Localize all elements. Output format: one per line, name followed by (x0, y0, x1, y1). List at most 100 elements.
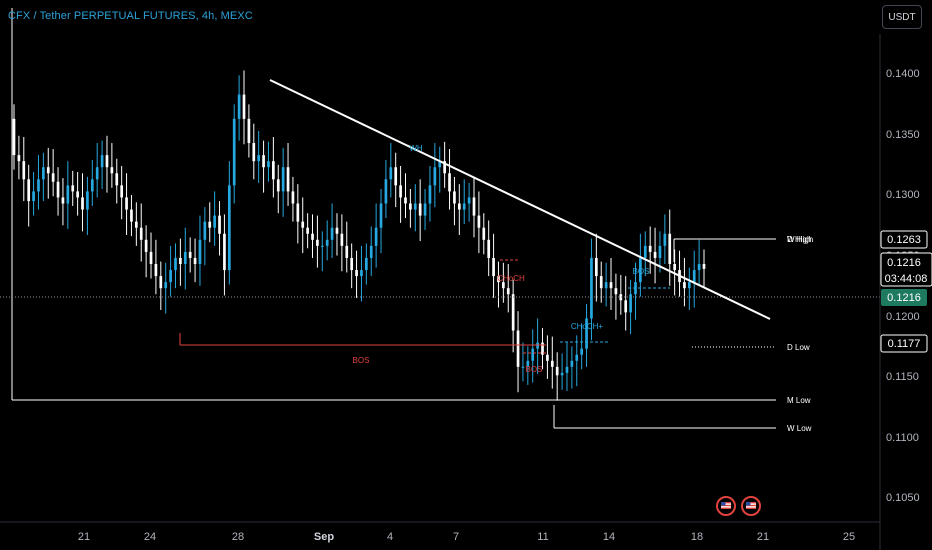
candle-down (355, 270, 358, 277)
candle-down (350, 257, 354, 271)
candle-up (379, 203, 383, 228)
candle-down (22, 161, 26, 180)
economic-event-icon[interactable] (741, 496, 761, 516)
candle-down (12, 118, 16, 156)
symbol-title[interactable]: CFX / Tether PERPETUAL FUTURES, 4h, MEXC (8, 10, 253, 22)
structure-label-wh: WH (409, 144, 423, 153)
candle-up (438, 161, 442, 168)
candle-up (100, 155, 104, 168)
time-scale[interactable]: 21 24 28 Sep 4 7 11 14 18 21 25 (78, 531, 855, 543)
candle-down (624, 300, 628, 313)
x-tick-label: Sep (314, 531, 334, 543)
candle-up (692, 270, 696, 283)
economic-event-icon[interactable] (716, 496, 736, 516)
structure-label-choch: CHoCH (497, 274, 525, 283)
y-tick-label: 0.1200 (886, 311, 920, 323)
candle-down (208, 221, 212, 228)
candles-layer (12, 70, 706, 401)
candle-down (506, 288, 510, 295)
structure-label-chochplus: CHoCH+ (571, 322, 604, 331)
structure-label-bos-2: BOS (526, 365, 543, 374)
candle-up (374, 227, 378, 246)
candle-down (179, 257, 182, 264)
y-tick-label: 0.1350 (886, 129, 920, 141)
candle-down (448, 173, 451, 192)
candle-up (570, 360, 574, 367)
candle-up (590, 257, 593, 319)
x-tick-label: 21 (78, 531, 90, 543)
candle-down (594, 257, 598, 277)
candle-down (262, 155, 265, 168)
candle-up (66, 185, 70, 204)
candle-down (252, 143, 256, 162)
x-tick-label: 4 (387, 531, 393, 543)
candle-down (120, 185, 124, 198)
level-label-w-high: W High (787, 235, 813, 244)
candle-down (472, 197, 476, 216)
candle-up (389, 167, 393, 180)
badge-last-price-box (880, 252, 932, 287)
candle-up (580, 348, 584, 355)
candle-down (46, 167, 50, 174)
x-tick-label: 24 (144, 531, 156, 543)
badge-current-price (881, 289, 927, 306)
x-tick-label: 18 (691, 531, 703, 543)
candle-down (301, 221, 305, 228)
candle-down (311, 233, 314, 240)
y-tick-label: 0.1100 (886, 432, 919, 444)
candle-up (687, 282, 691, 289)
structure-label-bos-1: BOS (353, 356, 370, 365)
badge-w-high-text: 0.1263 (887, 234, 921, 246)
x-tick-label: 14 (603, 531, 615, 543)
candle-down (418, 203, 422, 216)
candle-down (134, 221, 138, 228)
candle-up (585, 318, 588, 349)
candle-down (497, 276, 500, 283)
candle-up (37, 179, 40, 192)
candle-down (404, 197, 407, 204)
price-scale[interactable]: 0.1400 0.1350 0.1300 0.1250 0.1200 0.115… (880, 68, 932, 504)
candle-down (17, 155, 21, 162)
candle-down (487, 239, 491, 258)
candle-down (306, 227, 309, 234)
candle-up (213, 215, 216, 228)
candle-down (409, 203, 412, 210)
candle-up (267, 161, 270, 168)
candle-down (27, 179, 31, 202)
descending-trendline[interactable] (269, 79, 771, 320)
candle-up (560, 372, 564, 376)
candle-up (575, 354, 579, 361)
candle-up (433, 167, 437, 186)
candle-up (369, 245, 373, 258)
candle-down (61, 197, 65, 204)
level-label-d-high: D High (787, 235, 811, 244)
candle-down (516, 330, 520, 367)
candle-up (232, 118, 236, 186)
candle-down (399, 185, 402, 198)
candle-down (443, 161, 446, 174)
x-tick-label: 7 (453, 531, 459, 543)
candle-up (467, 197, 471, 204)
x-tick-label: 11 (537, 531, 548, 543)
candle-up (697, 264, 701, 271)
candle-down (291, 191, 295, 204)
structure-label-bos-teal: BOS (633, 267, 650, 276)
candle-up (413, 203, 417, 210)
candle-down (276, 179, 280, 192)
x-tick-label: 21 (757, 531, 769, 543)
x-tick-label: 28 (232, 531, 244, 543)
candle-up (384, 179, 388, 204)
candle-down (149, 251, 153, 264)
candle-down (653, 251, 657, 258)
candle-down (71, 185, 75, 192)
candle-down (115, 173, 119, 186)
candle-down (105, 155, 109, 168)
candle-up (330, 227, 334, 240)
candle-down (335, 227, 339, 234)
currency-button[interactable]: USDT (882, 5, 922, 29)
candle-up (183, 251, 187, 264)
y-tick-label: 0.1150 (886, 371, 919, 383)
candle-down (188, 251, 192, 258)
level-label-d-low: D Low (787, 343, 810, 352)
